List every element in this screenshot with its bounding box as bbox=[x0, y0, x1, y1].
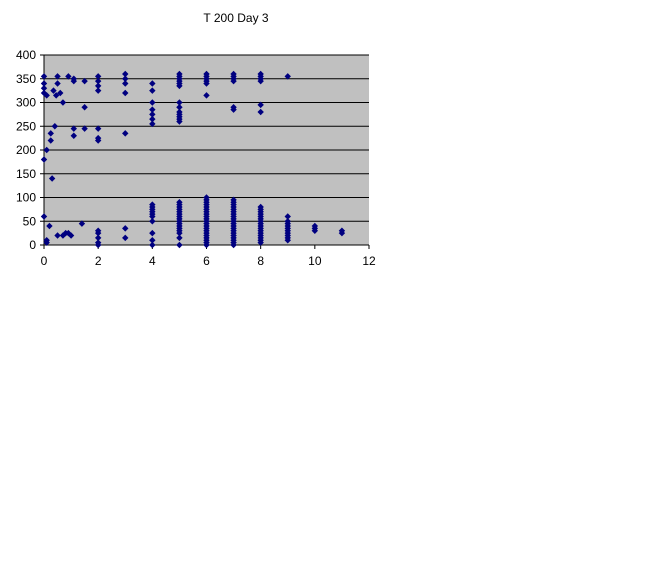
y-tick-label: 350 bbox=[16, 72, 36, 86]
y-tick-label: 50 bbox=[23, 214, 37, 228]
y-tick-label: 200 bbox=[16, 143, 36, 157]
x-tick-label: 4 bbox=[149, 254, 156, 268]
y-tick-label: 150 bbox=[16, 167, 36, 181]
y-tick-labels: 0 50 100 150 200 250 300 350 400 bbox=[16, 48, 44, 252]
y-tick-label: 250 bbox=[16, 119, 36, 133]
x-tick-label: 8 bbox=[257, 254, 264, 268]
x-tick-label: 12 bbox=[362, 254, 376, 268]
x-tick-label: 0 bbox=[41, 254, 48, 268]
y-tick-label: 100 bbox=[16, 191, 36, 205]
x-tick-labels: 0 2 4 6 8 10 12 bbox=[41, 245, 376, 268]
y-tick-label: 400 bbox=[16, 48, 36, 62]
x-tick-label: 2 bbox=[95, 254, 102, 268]
y-tick-label: 0 bbox=[29, 238, 36, 252]
x-tick-label: 6 bbox=[203, 254, 210, 268]
chart-title: T 200 Day 3 bbox=[203, 11, 268, 25]
y-tick-label: 300 bbox=[16, 96, 36, 110]
x-tick-label: 10 bbox=[308, 254, 322, 268]
